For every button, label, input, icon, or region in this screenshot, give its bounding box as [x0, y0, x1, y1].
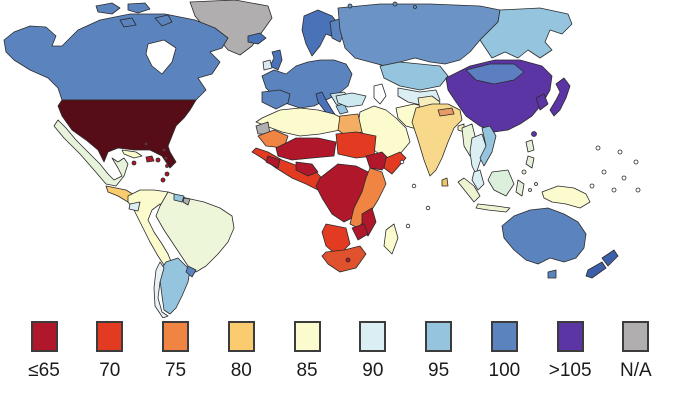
region-new_guinea — [541, 185, 591, 209]
region-mauritania — [257, 129, 289, 149]
region-madagascar — [383, 223, 399, 255]
legend-label: 95 — [428, 360, 450, 381]
legend-item: 100 — [474, 321, 534, 382]
legend-swatch — [490, 321, 518, 352]
region-lesotho — [345, 257, 351, 263]
region-french_guiana — [182, 197, 191, 206]
region-caspian — [373, 83, 387, 105]
region-australia — [501, 207, 587, 279]
region-thailand — [469, 133, 487, 175]
map-legend: ≤65 70 75 80 85 90 95 100 >105 N/A — [0, 318, 680, 401]
region-sahel — [275, 137, 337, 161]
legend-swatch — [293, 321, 321, 352]
region-cuba — [121, 149, 143, 159]
legend-label: >105 — [548, 360, 592, 381]
region-uruguay — [185, 265, 197, 278]
region-usa — [57, 99, 197, 169]
legend-swatch — [162, 321, 190, 352]
legend-item: 80 — [211, 321, 271, 382]
region-argentina — [159, 257, 191, 315]
region-pacific_islands — [399, 145, 641, 229]
region-nepal — [437, 107, 455, 117]
region-turkey — [335, 92, 367, 108]
legend-label: 75 — [164, 360, 187, 381]
legend-label: 70 — [99, 360, 121, 381]
legend-item: 75 — [146, 321, 206, 382]
legend-item: N/A — [606, 321, 666, 382]
legend-item: 70 — [80, 321, 140, 382]
region-malaysia — [471, 169, 485, 191]
region-somalia — [383, 151, 407, 175]
region-iberia — [261, 89, 291, 110]
region-korea_japan — [531, 77, 571, 137]
region-canada — [3, 2, 229, 101]
region-sumatra — [457, 177, 481, 203]
legend-label: 85 — [296, 360, 318, 381]
legend-swatch — [556, 321, 584, 352]
legend-swatch — [425, 321, 453, 352]
legend-item: 90 — [343, 321, 403, 382]
region-ecuador — [128, 201, 141, 212]
region-caribbean — [131, 142, 170, 183]
region-java — [475, 203, 511, 213]
legend-label: N/A — [620, 360, 652, 381]
legend-swatch — [30, 321, 58, 352]
region-sri_lanka — [441, 177, 449, 187]
legend-item: >105 — [540, 321, 600, 382]
region-hudson_bay — [145, 39, 177, 75]
region-chad_sudan — [335, 131, 377, 159]
world-map — [3, 0, 641, 318]
region-russia_west — [337, 1, 501, 67]
region-mongolia — [465, 63, 525, 85]
legend-swatch — [359, 321, 387, 352]
legend-label: ≤65 — [28, 360, 60, 381]
region-mexico — [53, 119, 129, 187]
region-guyanas — [173, 193, 185, 203]
region-china — [445, 59, 553, 133]
legend-label: 80 — [230, 360, 252, 381]
region-south_africa — [321, 245, 367, 273]
region-vietnam — [479, 125, 497, 167]
region-kazakhstan — [379, 61, 449, 91]
legend-swatch — [96, 321, 124, 352]
region-india — [411, 103, 463, 177]
region-sulawesi — [515, 179, 538, 197]
region-brazil — [155, 191, 235, 273]
legend-swatch — [622, 321, 650, 352]
region-borneo — [487, 169, 515, 197]
region-russia_east — [479, 7, 573, 59]
legend-label: 90 — [362, 360, 384, 381]
region-philippines — [521, 139, 535, 175]
region-zimbabwe — [351, 223, 369, 241]
region-nigeria_ivory — [265, 155, 319, 177]
region-chile — [153, 261, 169, 318]
region-ireland — [262, 59, 273, 71]
region-uk — [269, 49, 283, 71]
legend-item: 85 — [277, 321, 337, 382]
region-new_zealand — [585, 249, 619, 279]
legend-label: 100 — [488, 360, 521, 381]
legend-swatch — [227, 321, 255, 352]
legend-item: ≤65 — [14, 321, 74, 382]
region-iceland — [247, 32, 267, 45]
legend-item: 95 — [409, 321, 469, 382]
